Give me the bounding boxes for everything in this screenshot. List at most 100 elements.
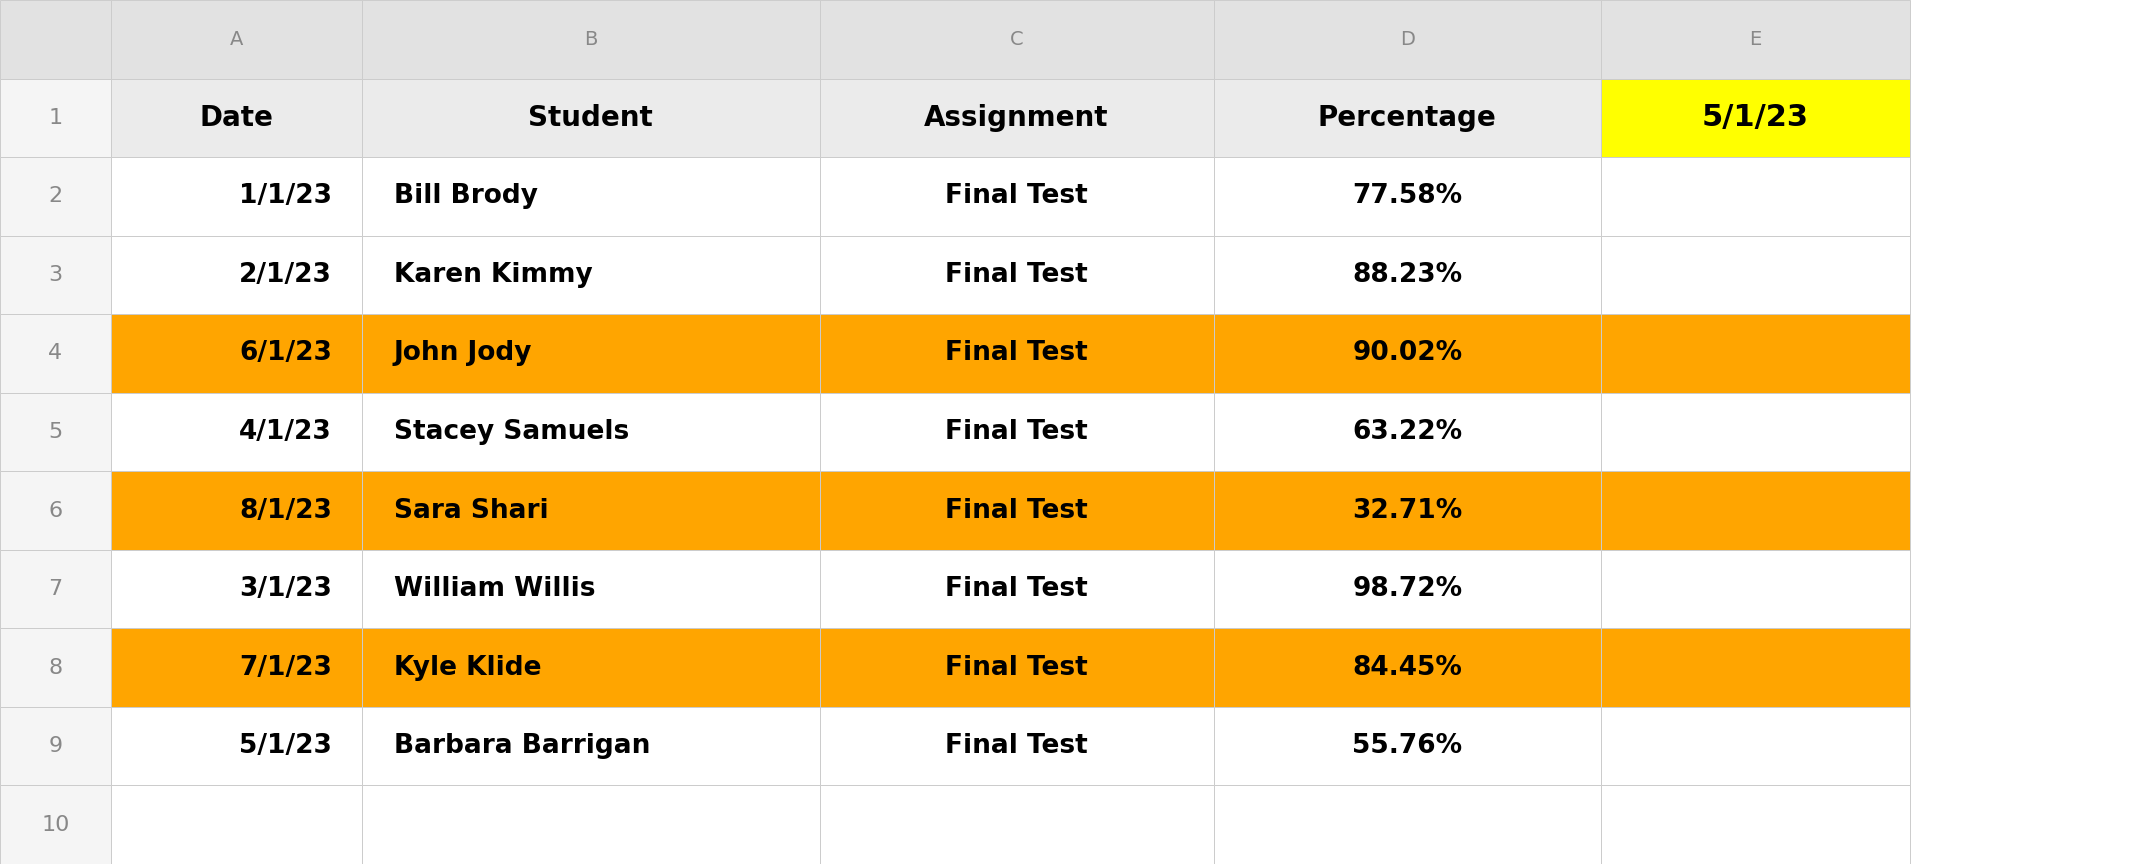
Text: 4: 4	[49, 344, 62, 364]
Text: 2: 2	[49, 187, 62, 206]
Bar	[1214, 157, 1601, 236]
Bar	[1214, 785, 1601, 864]
Bar	[0, 393, 111, 471]
Bar	[111, 79, 362, 157]
Text: 7: 7	[49, 579, 62, 599]
Bar	[362, 628, 820, 707]
Bar	[1214, 314, 1601, 393]
Text: Percentage: Percentage	[1318, 104, 1497, 132]
Bar	[1601, 471, 1910, 550]
Bar	[0, 628, 111, 707]
Bar	[0, 0, 111, 79]
Bar	[362, 236, 820, 314]
Text: 3/1/23: 3/1/23	[238, 576, 332, 602]
Bar	[1601, 0, 1910, 79]
Bar	[820, 393, 1214, 471]
Text: 6: 6	[49, 500, 62, 520]
Text: 9: 9	[49, 736, 62, 756]
Bar	[111, 785, 362, 864]
Bar	[111, 628, 362, 707]
Bar	[1601, 157, 1910, 236]
Text: 98.72%: 98.72%	[1352, 576, 1463, 602]
Text: Final Test: Final Test	[945, 183, 1088, 209]
Text: Final Test: Final Test	[945, 340, 1088, 366]
Bar	[0, 157, 111, 236]
Bar	[1214, 393, 1601, 471]
Bar	[111, 707, 362, 785]
Bar	[1601, 628, 1910, 707]
Bar	[1214, 707, 1601, 785]
Text: D: D	[1401, 29, 1414, 48]
Text: Kyle Klide: Kyle Klide	[394, 655, 541, 681]
Text: 3: 3	[49, 265, 62, 285]
Bar	[0, 707, 111, 785]
Bar	[1601, 785, 1910, 864]
Text: B: B	[583, 29, 598, 48]
Bar	[362, 157, 820, 236]
Bar	[1214, 0, 1601, 79]
Bar	[820, 157, 1214, 236]
Text: C: C	[1009, 29, 1024, 48]
Text: Stacey Samuels: Stacey Samuels	[394, 419, 630, 445]
Text: 10: 10	[40, 815, 70, 835]
Bar	[0, 79, 111, 157]
Bar	[1601, 707, 1910, 785]
Text: Final Test: Final Test	[945, 498, 1088, 524]
Text: 77.58%: 77.58%	[1352, 183, 1463, 209]
Text: 63.22%: 63.22%	[1352, 419, 1463, 445]
Text: 5/1/23: 5/1/23	[238, 734, 332, 759]
Text: 8/1/23: 8/1/23	[238, 498, 332, 524]
Text: Final Test: Final Test	[945, 419, 1088, 445]
Text: 32.71%: 32.71%	[1352, 498, 1463, 524]
Text: Barbara Barrigan: Barbara Barrigan	[394, 734, 649, 759]
Text: William Willis: William Willis	[394, 576, 596, 602]
Text: 84.45%: 84.45%	[1352, 655, 1463, 681]
Bar	[1601, 393, 1910, 471]
Text: 2/1/23: 2/1/23	[238, 262, 332, 288]
Bar	[1601, 79, 1910, 157]
Text: 8: 8	[49, 658, 62, 677]
Bar	[0, 785, 111, 864]
Bar	[820, 785, 1214, 864]
Text: Final Test: Final Test	[945, 734, 1088, 759]
Text: 88.23%: 88.23%	[1352, 262, 1463, 288]
Bar	[1601, 550, 1910, 628]
Bar	[820, 471, 1214, 550]
Bar	[1214, 471, 1601, 550]
Bar	[1214, 236, 1601, 314]
Text: 4/1/23: 4/1/23	[238, 419, 332, 445]
Bar	[362, 314, 820, 393]
Bar	[111, 157, 362, 236]
Bar	[1601, 314, 1910, 393]
Bar	[0, 471, 111, 550]
Bar	[1214, 550, 1601, 628]
Bar	[362, 79, 820, 157]
Text: Assignment: Assignment	[924, 104, 1109, 132]
Bar	[820, 0, 1214, 79]
Bar	[111, 393, 362, 471]
Bar	[0, 236, 111, 314]
Text: A: A	[230, 29, 243, 48]
Bar	[111, 314, 362, 393]
Text: 6/1/23: 6/1/23	[238, 340, 332, 366]
Text: Final Test: Final Test	[945, 576, 1088, 602]
Bar	[1601, 236, 1910, 314]
Text: E: E	[1750, 29, 1761, 48]
Text: 1/1/23: 1/1/23	[238, 183, 332, 209]
Bar	[362, 393, 820, 471]
Bar	[1214, 628, 1601, 707]
Text: 7/1/23: 7/1/23	[238, 655, 332, 681]
Text: 55.76%: 55.76%	[1352, 734, 1463, 759]
Bar	[820, 707, 1214, 785]
Bar	[820, 236, 1214, 314]
Bar	[111, 550, 362, 628]
Text: 5: 5	[49, 422, 62, 442]
Bar	[362, 0, 820, 79]
Bar	[820, 628, 1214, 707]
Bar	[111, 471, 362, 550]
Bar	[362, 471, 820, 550]
Text: Sara Shari: Sara Shari	[394, 498, 549, 524]
Text: John Jody: John Jody	[394, 340, 532, 366]
Text: Final Test: Final Test	[945, 262, 1088, 288]
Text: 5/1/23: 5/1/23	[1701, 104, 1810, 132]
